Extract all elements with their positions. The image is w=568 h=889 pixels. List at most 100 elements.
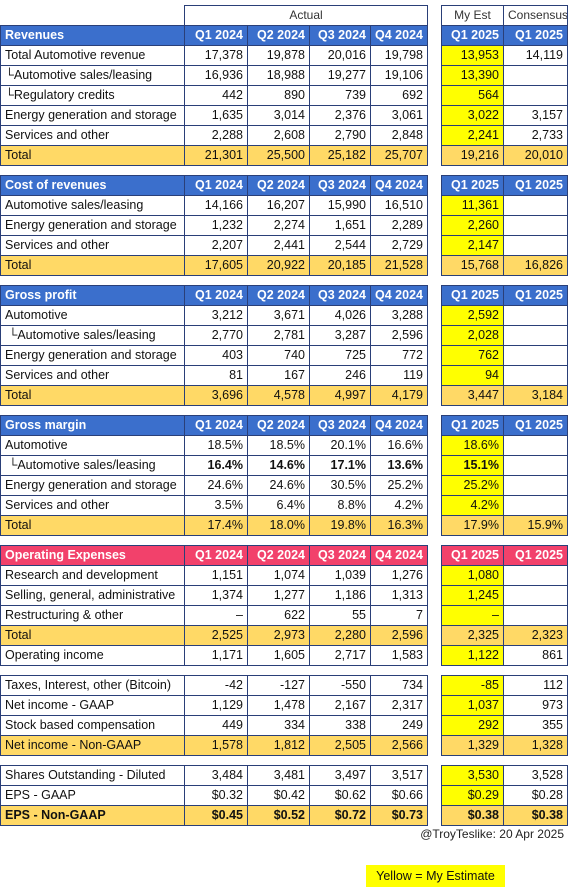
value-cell: 15,990 xyxy=(309,195,371,216)
column-header: Q2 2024 xyxy=(247,25,310,46)
value-cell: 2,733 xyxy=(503,125,568,146)
column-header: Q1 2025 xyxy=(441,175,504,196)
value-cell: 3,484 xyxy=(184,765,248,786)
section-title: Cost of revenues xyxy=(0,175,185,196)
value-cell: 2,544 xyxy=(309,235,371,256)
value-cell xyxy=(503,195,568,216)
value-cell: 3,481 xyxy=(247,765,310,786)
value-cell: 338 xyxy=(309,715,371,736)
value-cell: 3,288 xyxy=(370,305,428,326)
value-cell: 18.5% xyxy=(247,435,310,456)
value-cell: 2,592 xyxy=(441,305,504,326)
legend: Yellow = My Estimate xyxy=(366,865,505,887)
value-cell: 24.6% xyxy=(184,475,248,496)
value-cell: 2,596 xyxy=(370,325,428,346)
row-label: EPS - Non-GAAP xyxy=(0,805,185,826)
column-header: Q1 2025 xyxy=(441,415,504,436)
column-header: Q2 2024 xyxy=(247,545,310,566)
value-cell: $0.32 xyxy=(184,785,248,806)
value-cell: 18.0% xyxy=(247,515,310,536)
value-cell: 1,037 xyxy=(441,695,504,716)
value-cell: 17.1% xyxy=(309,455,371,476)
column-header: Q1 2025 xyxy=(503,545,568,566)
value-cell: 1,074 xyxy=(247,565,310,586)
value-cell: 13.6% xyxy=(370,455,428,476)
value-cell xyxy=(503,325,568,346)
column-header: Q2 2024 xyxy=(247,415,310,436)
value-cell: 2,717 xyxy=(309,645,371,666)
column-header: Q3 2024 xyxy=(309,415,371,436)
value-cell: 18.6% xyxy=(441,435,504,456)
column-header: Q3 2024 xyxy=(309,25,371,46)
value-cell: 692 xyxy=(370,85,428,106)
column-header: Q1 2024 xyxy=(184,25,248,46)
value-cell xyxy=(503,455,568,476)
value-cell xyxy=(503,475,568,496)
value-cell: 3,061 xyxy=(370,105,428,126)
value-cell xyxy=(503,585,568,606)
value-cell: 1,186 xyxy=(309,585,371,606)
value-cell: 17,378 xyxy=(184,45,248,66)
value-cell: 1,122 xyxy=(441,645,504,666)
value-cell: 16,510 xyxy=(370,195,428,216)
value-cell: 564 xyxy=(441,85,504,106)
value-cell xyxy=(503,435,568,456)
value-cell: 2,260 xyxy=(441,215,504,236)
section-title: Gross margin xyxy=(0,415,185,436)
value-cell: 4.2% xyxy=(441,495,504,516)
value-cell: 1,583 xyxy=(370,645,428,666)
value-cell: $0.72 xyxy=(309,805,371,826)
value-cell: 442 xyxy=(184,85,248,106)
value-cell: 3,528 xyxy=(503,765,568,786)
row-label: Total Automotive revenue xyxy=(0,45,185,66)
value-cell: 449 xyxy=(184,715,248,736)
value-cell: 2,207 xyxy=(184,235,248,256)
value-cell: 112 xyxy=(503,675,568,696)
value-cell: 734 xyxy=(370,675,428,696)
value-cell: 3,696 xyxy=(184,385,248,406)
value-cell: 1,812 xyxy=(247,735,310,756)
value-cell: 1,313 xyxy=(370,585,428,606)
value-cell: 3,517 xyxy=(370,765,428,786)
value-cell xyxy=(503,345,568,366)
value-cell: 292 xyxy=(441,715,504,736)
value-cell: 861 xyxy=(503,645,568,666)
value-cell: 3,212 xyxy=(184,305,248,326)
value-cell: 973 xyxy=(503,695,568,716)
value-cell: 2,274 xyxy=(247,215,310,236)
value-cell: 739 xyxy=(309,85,371,106)
row-label: Automotive xyxy=(0,435,185,456)
actual-header: Actual xyxy=(184,5,428,26)
column-header: Q3 2024 xyxy=(309,285,371,306)
value-cell: 2,323 xyxy=(503,625,568,646)
row-label: └Automotive sales/leasing xyxy=(0,455,185,476)
value-cell: $0.42 xyxy=(247,785,310,806)
value-cell: 20.1% xyxy=(309,435,371,456)
value-cell: 2,596 xyxy=(370,625,428,646)
column-header: Q2 2024 xyxy=(247,175,310,196)
value-cell: 2,608 xyxy=(247,125,310,146)
section-title: Gross profit xyxy=(0,285,185,306)
row-label: └Automotive sales/leasing xyxy=(0,65,185,86)
value-cell: 13,953 xyxy=(441,45,504,66)
value-cell: 13,390 xyxy=(441,65,504,86)
value-cell: 14,119 xyxy=(503,45,568,66)
value-cell: 3,287 xyxy=(309,325,371,346)
value-cell: 249 xyxy=(370,715,428,736)
section-title: Operating Expenses xyxy=(0,545,185,566)
row-label: Energy generation and storage xyxy=(0,215,185,236)
value-cell: 19.8% xyxy=(309,515,371,536)
column-header: Q2 2024 xyxy=(247,285,310,306)
value-cell: 24.6% xyxy=(247,475,310,496)
value-cell: 2,028 xyxy=(441,325,504,346)
value-cell: 20,010 xyxy=(503,145,568,166)
value-cell: 2,441 xyxy=(247,235,310,256)
value-cell: 1,129 xyxy=(184,695,248,716)
row-label: Automotive sales/leasing xyxy=(0,195,185,216)
row-label: Restructuring & other xyxy=(0,605,185,626)
value-cell: $0.66 xyxy=(370,785,428,806)
value-cell: 25.2% xyxy=(441,475,504,496)
value-cell: 4,179 xyxy=(370,385,428,406)
value-cell: 1,374 xyxy=(184,585,248,606)
